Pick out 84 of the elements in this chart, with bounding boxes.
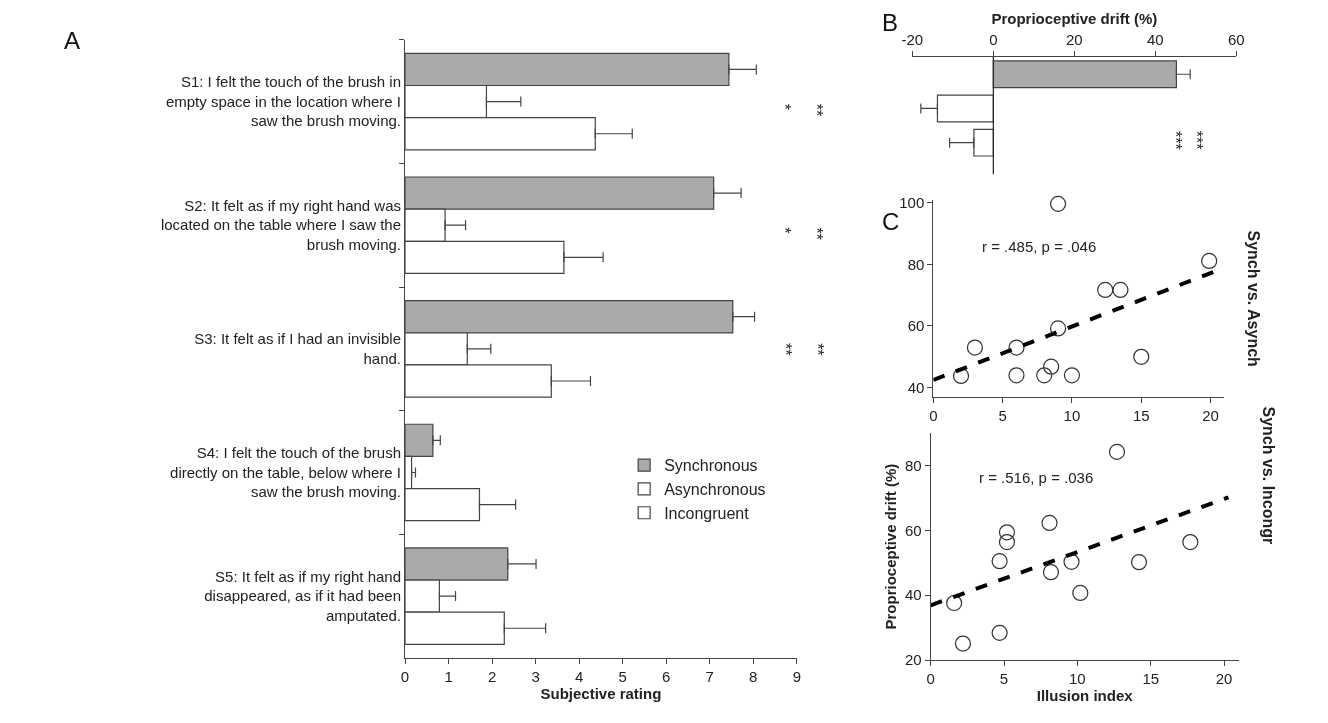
x-axis-title: Proprioceptive drift (%) xyxy=(991,10,1158,28)
x-tick-label: 20 xyxy=(1202,406,1219,424)
y-tick-label: 100 xyxy=(899,193,925,211)
text: A xyxy=(64,27,81,54)
annotation: r = .516, p = .036 xyxy=(979,469,1094,486)
x-tick-label: 10 xyxy=(1069,670,1086,688)
x-tick-label: 15 xyxy=(1142,670,1160,688)
x-tick-label: 6 xyxy=(662,667,671,685)
text: ** xyxy=(808,103,826,117)
y-tick-label: S4: I felt the touch of the brush directly on the table, below where I saw the brush moving. xyxy=(170,444,402,501)
chart-title: C xyxy=(882,208,900,235)
y-tick-label: S3: It felt as if I had an invisible hand. xyxy=(194,330,402,367)
point xyxy=(1042,564,1060,581)
point xyxy=(1036,367,1053,384)
point xyxy=(1049,195,1067,212)
point xyxy=(1043,358,1060,375)
x-tick-label: 60 xyxy=(1228,31,1245,49)
point xyxy=(1063,367,1081,384)
x-tick-label: 5 xyxy=(999,670,1009,688)
x-tick-label: 40 xyxy=(1147,31,1164,49)
y-tick-label: 80 xyxy=(904,456,922,474)
annotation: r = .485, p = .046 xyxy=(982,238,1097,255)
x-axis-title: Illusion index xyxy=(1036,687,1134,705)
point xyxy=(998,524,1016,541)
x-axis-title: Subjective rating xyxy=(540,684,662,702)
point xyxy=(1008,339,1025,356)
point xyxy=(991,553,1008,570)
x-tick-label: 0 xyxy=(989,31,998,49)
y-tick-label: S5: It felt as if my right hand disappeared, as if it had been amputated. xyxy=(204,567,402,624)
point xyxy=(1112,281,1129,298)
chart-title: B xyxy=(882,9,899,36)
point xyxy=(1108,443,1126,460)
annotation: *** xyxy=(1188,130,1206,150)
legend-label: Synchronous xyxy=(664,457,758,475)
x-tick-label: 9 xyxy=(792,667,801,685)
point xyxy=(966,339,984,356)
annotation: ** xyxy=(776,343,794,356)
x-tick-label: 1 xyxy=(444,667,453,685)
annotation: * xyxy=(776,227,794,234)
x-tick-label: 10 xyxy=(1063,406,1081,424)
x-tick-label: 0 xyxy=(929,406,938,424)
x-tick-label: 20 xyxy=(1215,670,1233,688)
point xyxy=(946,594,963,612)
legend-label: Incongruent xyxy=(664,505,750,522)
text: Synch vs. Asynch xyxy=(1244,230,1262,367)
point xyxy=(991,624,1008,641)
point xyxy=(1201,252,1218,270)
x-tick-label: 15 xyxy=(1132,406,1150,424)
x-tick-label: 20 xyxy=(1066,31,1083,49)
y-tick-label: 40 xyxy=(907,378,925,396)
point xyxy=(1072,584,1089,602)
x-tick-label: 7 xyxy=(705,667,714,685)
y-tick-label: 80 xyxy=(907,255,925,273)
annotation: *** xyxy=(1166,131,1184,150)
x-tick-label: 0 xyxy=(926,670,935,688)
x-tick-label: 4 xyxy=(574,667,584,685)
legend-label: Asynchronous xyxy=(664,481,766,499)
point xyxy=(1133,348,1150,365)
x-tick-label: -20 xyxy=(901,31,924,49)
point xyxy=(1130,554,1148,571)
point xyxy=(1008,367,1025,384)
text: Synch vs. Incongr xyxy=(1259,406,1277,545)
point xyxy=(1041,514,1058,532)
point xyxy=(1049,320,1067,337)
x-tick-label: 3 xyxy=(531,667,540,685)
y-tick-label: S1: I felt the touch of the brush in empty space in the location where I saw the brush moving. xyxy=(165,73,402,130)
annotation: * xyxy=(776,103,794,110)
x-tick-label: 2 xyxy=(487,667,497,685)
y-tick-label: 60 xyxy=(904,521,922,539)
point xyxy=(1182,533,1199,551)
y-tick-label: S2: It felt as if my right hand was located on the table where I saw the brush moving. xyxy=(160,196,402,253)
point xyxy=(998,533,1016,551)
text: ** xyxy=(808,343,826,356)
y-tick-label: 60 xyxy=(907,317,925,335)
y-axis-title: Proprioceptive drift (%) xyxy=(882,463,900,630)
x-tick-label: 0 xyxy=(400,667,410,685)
y-tick-label: 40 xyxy=(904,586,922,604)
x-tick-label: 8 xyxy=(749,667,758,685)
x-tick-label: 5 xyxy=(618,667,627,685)
point xyxy=(954,635,972,652)
y-tick-label: 20 xyxy=(904,651,922,669)
text: ** xyxy=(807,227,825,240)
x-tick-label: 5 xyxy=(998,406,1007,424)
point xyxy=(1097,281,1114,298)
